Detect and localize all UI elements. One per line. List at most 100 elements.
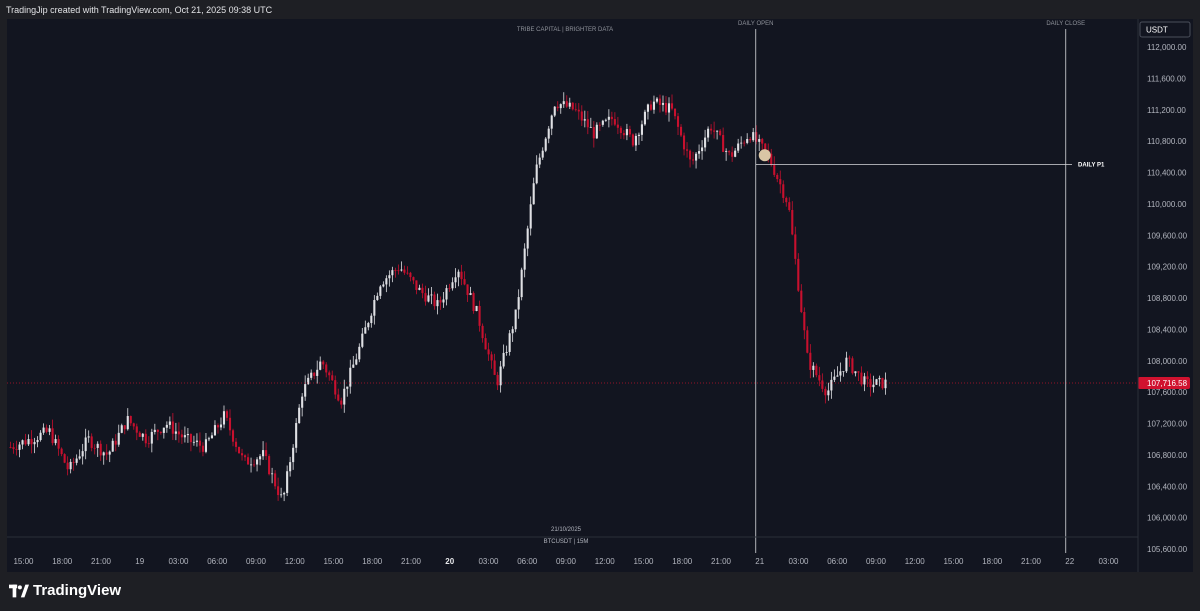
overlays-layer: TRIBE CAPITAL | BRIGHTER DATA 21/10/2025 B… xyxy=(7,21,1190,553)
candle-body xyxy=(358,346,361,360)
candle-body xyxy=(343,388,346,405)
candle-body xyxy=(322,361,325,365)
candle-body xyxy=(598,124,601,126)
candle-body xyxy=(201,445,204,452)
candles-layer xyxy=(9,92,887,502)
candle-body xyxy=(490,354,493,361)
x-tick-label: 15:00 xyxy=(13,557,34,566)
candle-body xyxy=(577,109,580,112)
candle-body xyxy=(222,411,226,425)
candle-body xyxy=(132,423,135,427)
candle-body xyxy=(746,139,749,143)
candle-body xyxy=(249,464,253,466)
currency-box[interactable] xyxy=(1139,21,1191,38)
candle-body xyxy=(704,137,707,148)
candle-body xyxy=(851,358,854,374)
candle-body xyxy=(439,300,442,303)
candle-body xyxy=(412,277,415,281)
candle-body xyxy=(484,338,487,350)
candle-body xyxy=(815,365,818,376)
candle-body xyxy=(791,210,794,235)
candle-body xyxy=(526,228,529,249)
candle-body xyxy=(493,360,496,375)
candle-body xyxy=(821,380,824,389)
candle-body xyxy=(120,425,123,433)
candle-body xyxy=(466,284,469,295)
candle-body xyxy=(496,374,499,386)
candle-body xyxy=(616,124,619,128)
candle-body xyxy=(803,312,806,331)
candle-body xyxy=(72,461,75,463)
currency-label: USDT xyxy=(1146,26,1168,35)
candle-body xyxy=(667,103,671,113)
candle-body xyxy=(430,294,433,296)
candle-body xyxy=(186,434,189,436)
candlestick-chart[interactable]: TRIBE CAPITAL | BRIGHTER DATA 21/10/2025 B… xyxy=(7,19,1193,572)
candle-body xyxy=(827,390,830,396)
candle-body xyxy=(755,132,758,142)
bottom-brand-bar: TradingView xyxy=(0,572,1200,611)
candle-body xyxy=(613,119,616,125)
candle-body xyxy=(580,111,583,121)
chart-area[interactable]: TRIBE CAPITAL | BRIGHTER DATA 21/10/2025 B… xyxy=(7,19,1193,572)
candle-body xyxy=(640,124,643,135)
candle-body xyxy=(18,444,21,450)
x-tick-label: 21:00 xyxy=(91,557,112,566)
candle-body xyxy=(159,431,162,433)
candle-body xyxy=(652,101,656,110)
x-tick-label: 03:00 xyxy=(788,557,809,566)
candle-body xyxy=(277,486,280,496)
candle-body xyxy=(93,447,96,449)
candle-body xyxy=(108,451,111,455)
candle-body xyxy=(571,102,574,110)
candle-body xyxy=(809,352,812,370)
candle-body xyxy=(234,441,238,447)
candle-body xyxy=(824,388,827,396)
candle-body xyxy=(57,439,60,449)
candle-body xyxy=(866,376,869,380)
candle-body xyxy=(280,494,283,496)
candle-body xyxy=(622,133,625,136)
candle-body xyxy=(367,323,370,328)
candle-body xyxy=(331,375,334,381)
candle-body xyxy=(848,357,851,359)
candle-body xyxy=(553,106,556,116)
candle-body xyxy=(204,439,208,452)
candle-body xyxy=(685,149,689,151)
candle-body xyxy=(373,300,376,316)
candle-body xyxy=(271,473,274,475)
x-tick-label: 21 xyxy=(755,557,764,566)
candle-body xyxy=(385,278,388,285)
candle-body xyxy=(231,430,235,442)
candle-body xyxy=(514,309,517,330)
candle-body xyxy=(298,407,301,424)
candle-body xyxy=(463,279,466,285)
candle-body xyxy=(325,364,328,373)
candle-body xyxy=(174,431,177,434)
candle-body xyxy=(153,429,156,432)
candle-body xyxy=(286,471,289,493)
candle-body xyxy=(779,179,782,185)
candle-body xyxy=(692,159,695,161)
candle-body xyxy=(301,396,304,408)
candle-body xyxy=(84,437,87,452)
candle-body xyxy=(812,365,815,370)
y-tick-label: 106,400.00 xyxy=(1147,482,1188,491)
candle-body xyxy=(878,377,881,380)
candle-body xyxy=(713,130,716,132)
candle-body xyxy=(307,377,310,385)
candle-body xyxy=(123,425,126,430)
tradingview-logo[interactable]: TradingView xyxy=(9,582,121,599)
candle-body xyxy=(481,325,484,339)
candle-body xyxy=(391,270,394,276)
candle-body xyxy=(228,417,232,431)
candle-body xyxy=(265,450,268,457)
candle-body xyxy=(156,429,159,432)
candle-body xyxy=(752,132,755,141)
candle-body xyxy=(240,453,244,456)
candle-body xyxy=(259,456,262,460)
candle-body xyxy=(758,139,761,142)
candle-body xyxy=(376,295,379,301)
candle-body xyxy=(695,153,698,161)
candle-body xyxy=(773,164,776,175)
